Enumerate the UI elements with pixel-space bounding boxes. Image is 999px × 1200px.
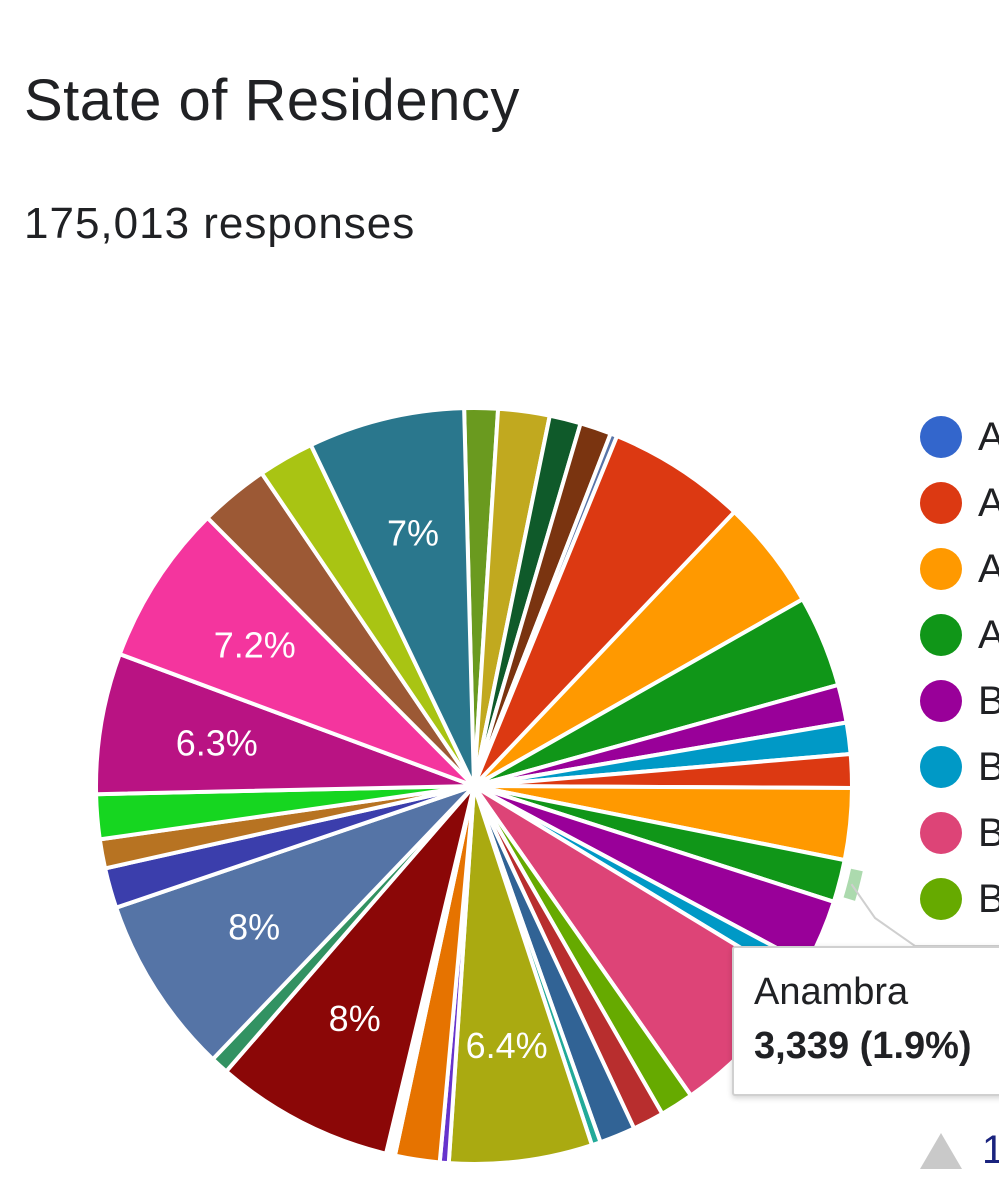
tooltip-name: Anambra <box>754 971 909 1013</box>
legend-item[interactable]: A <box>920 602 999 668</box>
slice-label: 7% <box>387 512 439 553</box>
slice-label: 7.2% <box>214 625 296 666</box>
page-up-arrow-icon[interactable] <box>920 1132 962 1169</box>
legend-swatch <box>920 680 962 722</box>
highlight-ring <box>843 868 863 901</box>
legend-swatch <box>920 614 962 656</box>
legend-swatch <box>920 482 962 524</box>
pie-slice[interactable] <box>472 434 737 788</box>
pie-slice[interactable] <box>224 784 476 1156</box>
legend-swatch <box>920 548 962 590</box>
pie-slice[interactable] <box>94 652 476 797</box>
legend-item[interactable]: B <box>920 866 999 932</box>
legend-pager: 1 <box>920 1128 999 1173</box>
slice-tooltip: Anambra 3,339 (1.9%) <box>732 946 999 1096</box>
legend-swatch <box>920 812 962 854</box>
slice-label: 8% <box>228 906 280 947</box>
legend-item[interactable]: A <box>920 470 999 536</box>
legend-item[interactable]: B <box>920 734 999 800</box>
response-count: 175,013 responses <box>24 199 416 248</box>
legend-swatch <box>920 878 962 920</box>
legend-item[interactable]: A <box>920 536 999 602</box>
pie-slice[interactable] <box>446 784 594 1166</box>
legend-item[interactable]: B <box>920 668 999 734</box>
chart-title: State of Residency <box>24 68 520 133</box>
pie-slice[interactable] <box>117 515 476 788</box>
legend-swatch <box>920 746 962 788</box>
slice-label: 8% <box>329 998 381 1039</box>
legend-label: B <box>978 678 999 723</box>
legend-label: A <box>978 480 999 525</box>
legend-item[interactable]: B <box>920 800 999 866</box>
pie-slice[interactable] <box>114 784 476 1062</box>
legend-swatch <box>920 416 962 458</box>
tooltip-value: 3,339 (1.9%) <box>754 1025 972 1067</box>
legend-item[interactable]: A <box>920 404 999 470</box>
legend-label: A <box>978 612 999 657</box>
slice-label: 6.4% <box>466 1025 548 1066</box>
page-indicator: 1 <box>982 1128 999 1172</box>
legend-label: B <box>978 876 999 921</box>
legend-label: B <box>978 744 999 789</box>
slice-label: 6.3% <box>176 723 258 764</box>
legend-label: A <box>978 414 999 459</box>
pie-slice[interactable] <box>308 406 476 788</box>
legend-label: B <box>978 810 999 855</box>
chart-legend: A A A A B B B B <box>920 404 999 932</box>
legend-label: A <box>978 546 999 591</box>
